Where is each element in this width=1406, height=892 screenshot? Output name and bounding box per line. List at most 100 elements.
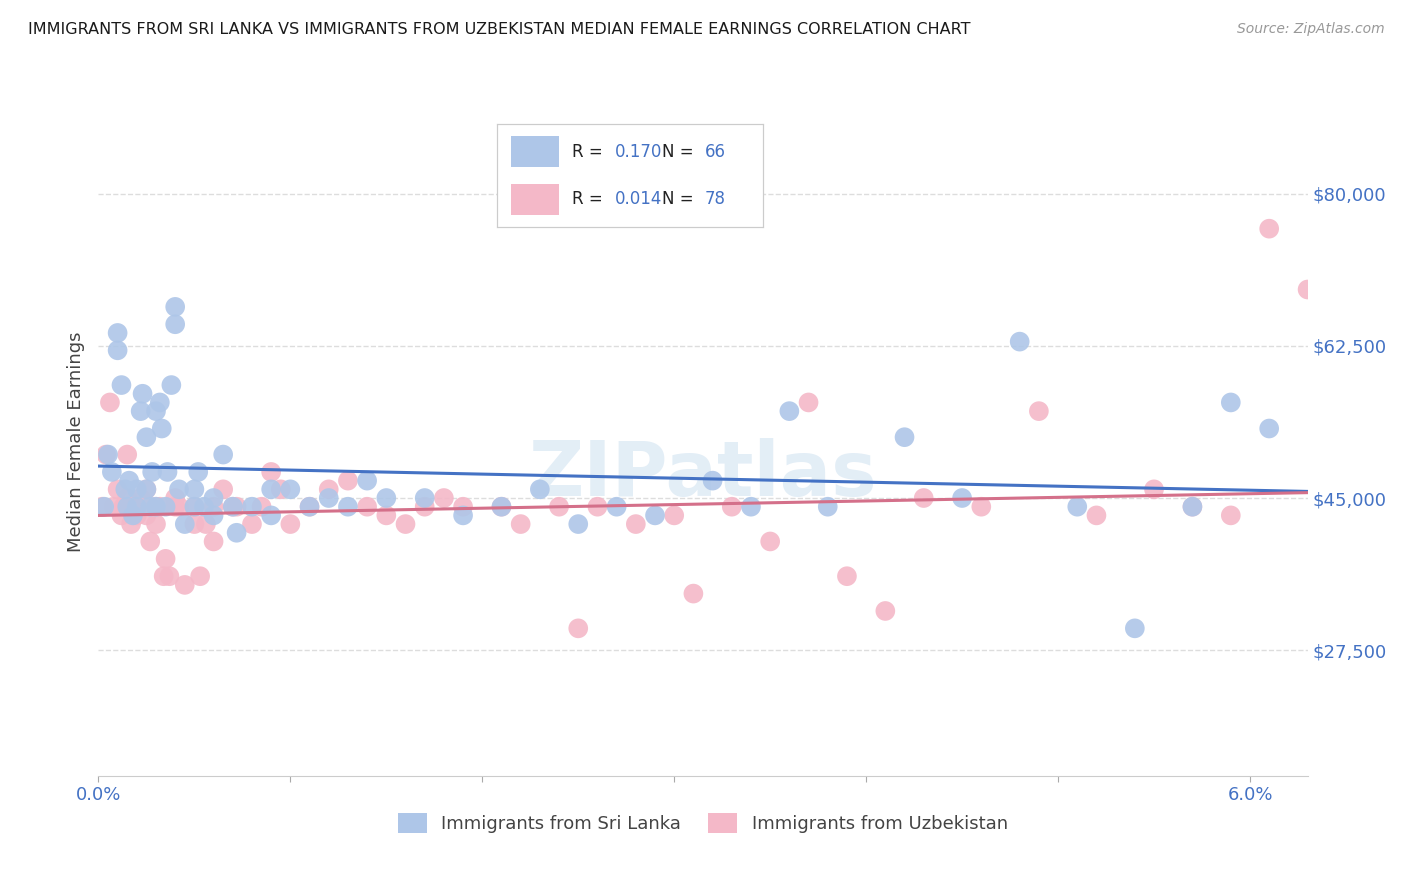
Point (778, 404, 800, 418)
Point (491, 500, 513, 514)
Point (222, 500, 245, 514)
Point (567, 621, 589, 635)
Point (548, 500, 571, 514)
Point (112, 500, 135, 514)
Point (155, 551, 177, 566)
Point (101, 465, 124, 479)
Point (194, 517, 217, 532)
Point (529, 483, 551, 497)
Point (183, 483, 205, 497)
Point (1219, 508, 1241, 523)
Point (107, 326, 129, 340)
Point (644, 508, 666, 523)
Point (797, 395, 820, 409)
Point (413, 500, 436, 514)
Point (260, 483, 283, 497)
Point (122, 508, 145, 523)
Point (702, 474, 724, 488)
Point (1392, 500, 1406, 514)
Point (1181, 500, 1204, 514)
Point (107, 343, 129, 358)
Point (135, 483, 157, 497)
Point (91, 500, 114, 514)
Point (122, 500, 145, 514)
Point (318, 491, 340, 505)
Point (356, 474, 378, 488)
Point (1354, 517, 1376, 532)
Point (260, 508, 283, 523)
Point (188, 569, 211, 583)
Text: ZIPatlas: ZIPatlas (529, 438, 877, 512)
Point (298, 500, 321, 514)
Point (222, 500, 245, 514)
Point (759, 534, 782, 549)
Point (149, 395, 172, 409)
Point (202, 500, 225, 514)
Point (125, 483, 148, 497)
Point (356, 500, 378, 514)
Point (115, 448, 138, 462)
Point (110, 378, 132, 392)
Point (145, 500, 167, 514)
Point (1123, 621, 1146, 635)
Point (298, 500, 321, 514)
Point (1008, 334, 1031, 349)
Point (98, 395, 121, 409)
Point (567, 517, 589, 532)
Point (131, 386, 153, 401)
Legend: Immigrants from Sri Lanka, Immigrants from Uzbekistan: Immigrants from Sri Lanka, Immigrants fr… (391, 805, 1015, 840)
Point (817, 500, 839, 514)
Point (1258, 421, 1281, 435)
Point (97, 448, 120, 462)
Point (375, 508, 398, 523)
Point (94, 448, 117, 462)
Point (1316, 474, 1339, 488)
Point (740, 500, 762, 514)
Point (451, 508, 474, 523)
Point (135, 483, 157, 497)
Point (115, 491, 138, 505)
Point (280, 517, 302, 532)
Point (318, 483, 340, 497)
Point (165, 500, 187, 514)
Point (149, 500, 172, 514)
Point (1085, 508, 1108, 523)
Point (606, 500, 628, 514)
Point (413, 491, 436, 505)
Text: IMMIGRANTS FROM SRI LANKA VS IMMIGRANTS FROM UZBEKISTAN MEDIAN FEMALE EARNINGS C: IMMIGRANTS FROM SRI LANKA VS IMMIGRANTS … (28, 22, 970, 37)
Point (139, 500, 162, 514)
Point (682, 586, 704, 600)
Y-axis label: Median Female Earnings: Median Female Earnings (66, 331, 84, 552)
Point (193, 500, 215, 514)
Point (202, 508, 225, 523)
Point (250, 500, 273, 514)
Point (225, 525, 247, 540)
Point (145, 500, 167, 514)
Point (970, 500, 993, 514)
Point (107, 483, 129, 497)
Point (270, 483, 292, 497)
Point (336, 500, 359, 514)
Point (1181, 500, 1204, 514)
Point (1028, 404, 1050, 418)
Point (912, 491, 935, 505)
Point (165, 318, 187, 332)
Point (1219, 395, 1241, 409)
Point (875, 604, 897, 618)
Point (280, 483, 302, 497)
Point (451, 500, 474, 514)
Point (139, 534, 162, 549)
Point (664, 508, 686, 523)
Point (202, 534, 225, 549)
Point (183, 500, 205, 514)
Point (118, 474, 141, 488)
Point (491, 500, 513, 514)
Point (586, 500, 609, 514)
Point (150, 421, 173, 435)
Point (240, 517, 263, 532)
Point (212, 483, 235, 497)
Point (125, 500, 148, 514)
Point (394, 517, 416, 532)
Text: Source: ZipAtlas.com: Source: ZipAtlas.com (1237, 22, 1385, 37)
Point (156, 465, 179, 479)
